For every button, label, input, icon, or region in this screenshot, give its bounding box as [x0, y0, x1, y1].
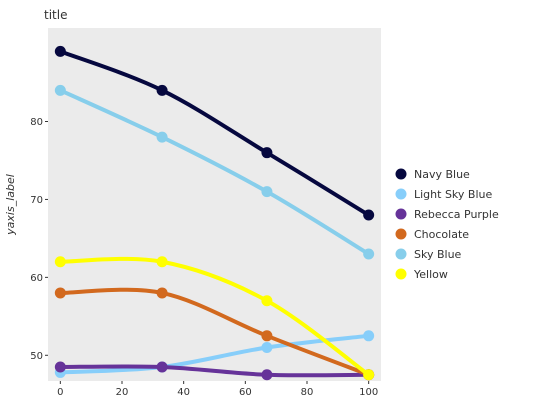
legend-item: Navy Blue — [395, 168, 470, 181]
y-tick-label: 80 — [30, 117, 43, 128]
legend-key — [395, 168, 407, 180]
legend-key — [395, 268, 407, 280]
plot-panel — [48, 28, 381, 381]
data-point — [261, 295, 273, 307]
legend-label: Light Sky Blue — [414, 188, 492, 201]
y-axis-title: yaxis_label — [4, 174, 17, 236]
legend-label: Rebecca Purple — [414, 208, 499, 221]
data-point — [363, 369, 375, 381]
legend-key — [395, 228, 407, 240]
y-tick-label: 70 — [30, 195, 43, 206]
series-line — [60, 364, 369, 378]
x-tick-label: 60 — [239, 387, 252, 398]
data-point — [363, 248, 375, 260]
x-tick-label: 20 — [116, 387, 129, 398]
legend-key — [395, 188, 407, 200]
series-line — [59, 88, 370, 256]
data-point — [156, 131, 168, 143]
legend-item: Light Sky Blue — [395, 188, 492, 201]
legend-item: Rebecca Purple — [395, 208, 499, 221]
data-point — [156, 361, 168, 373]
series-chocolate — [54, 287, 375, 381]
data-point — [156, 256, 168, 268]
data-point — [363, 209, 375, 221]
data-point — [261, 147, 273, 159]
series-line — [60, 256, 370, 377]
legend-label: Chocolate — [414, 228, 469, 241]
data-point — [54, 287, 66, 299]
y-tick-label: 50 — [30, 351, 43, 362]
data-point — [261, 330, 273, 342]
legend-key — [395, 208, 407, 220]
series-layer — [54, 45, 375, 381]
legend-item: Sky Blue — [395, 248, 462, 261]
axis-ticks: 0 20 40 60 80 100 50 60 70 80 — [30, 117, 378, 398]
legend-key — [395, 248, 407, 260]
series-navy-blue — [54, 45, 375, 221]
data-point — [54, 45, 66, 57]
legend-label: Sky Blue — [414, 248, 462, 261]
plot-area — [48, 28, 381, 381]
data-point — [54, 361, 66, 373]
data-point — [261, 186, 273, 198]
data-point — [54, 256, 66, 268]
x-tick-label: 100 — [359, 387, 378, 398]
legend-item: Yellow — [395, 268, 448, 281]
legend-label: Yellow — [413, 268, 448, 281]
chart-title: title — [44, 8, 67, 22]
legend: Navy Blue Light Sky Blue Rebecca Purple Cho… — [395, 168, 499, 281]
data-point — [54, 84, 66, 96]
series-yellow — [54, 256, 375, 381]
x-tick-label: 0 — [57, 387, 63, 398]
x-tick-label: 40 — [177, 387, 190, 398]
data-point — [261, 341, 273, 353]
series-line — [60, 287, 370, 377]
series-sky-blue — [54, 84, 375, 260]
data-point — [261, 369, 273, 381]
x-tick-label: 80 — [301, 387, 314, 398]
legend-item: Chocolate — [395, 228, 469, 241]
data-point — [363, 330, 375, 342]
y-tick-label: 60 — [30, 273, 43, 284]
series-line — [59, 49, 370, 217]
data-point — [156, 287, 168, 299]
legend-label: Navy Blue — [414, 168, 470, 181]
data-point — [156, 84, 168, 96]
